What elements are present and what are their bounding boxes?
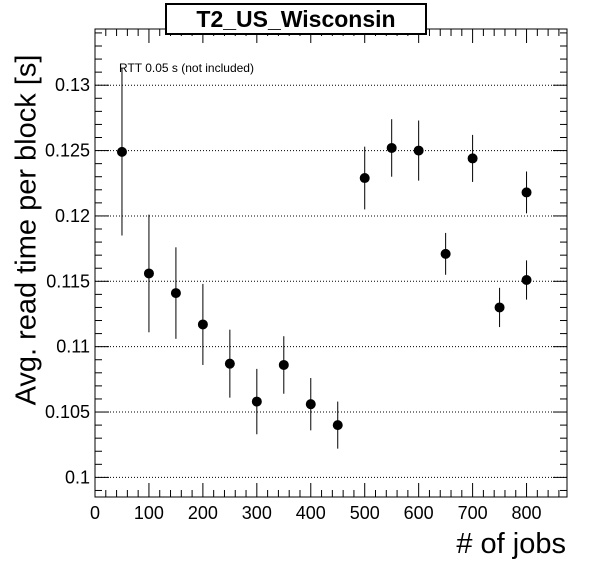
x-tick-label: 0: [90, 503, 100, 523]
data-point: [332, 420, 343, 431]
data-point: [494, 302, 505, 313]
plot-frame: [94, 28, 568, 498]
data-point: [143, 268, 154, 279]
x-tick-label: 800: [512, 503, 542, 523]
x-tick-label: 200: [188, 503, 218, 523]
x-tick-label: 300: [242, 503, 272, 523]
data-point: [521, 187, 532, 198]
y-tick-label: 0.13: [55, 75, 90, 95]
y-tick-label: 0.12: [55, 206, 90, 226]
data-point: [413, 145, 424, 156]
x-tick-label: 400: [296, 503, 326, 523]
data-point: [305, 399, 316, 410]
y-tick-label: 0.11: [56, 337, 90, 357]
y-axis-label: Avg. read time per block [s]: [10, 54, 43, 406]
y-tick-label: 0.115: [46, 271, 90, 291]
chart-title: T2_US_Wisconsin: [165, 3, 427, 35]
data-point: [467, 153, 478, 164]
data-point: [278, 359, 289, 370]
data-point: [116, 146, 127, 157]
x-tick-label: 100: [134, 503, 164, 523]
data-point: [440, 248, 451, 259]
data-point: [251, 396, 262, 407]
data-point: [386, 142, 397, 153]
x-axis-label: # of jobs: [456, 528, 566, 560]
y-tick-label: 0.105: [45, 402, 90, 422]
y-tick-label: 0.1: [65, 467, 90, 487]
x-tick-label: 700: [458, 503, 488, 523]
rtt-annotation: RTT 0.05 s (not included): [119, 61, 254, 75]
data-point: [224, 358, 235, 369]
data-point: [197, 319, 208, 330]
data-point: [359, 173, 370, 184]
data-point: [170, 288, 181, 299]
data-point: [521, 274, 532, 285]
x-tick-label: 600: [404, 503, 434, 523]
y-tick-label: 0.125: [45, 141, 90, 161]
x-tick-label: 500: [350, 503, 380, 523]
